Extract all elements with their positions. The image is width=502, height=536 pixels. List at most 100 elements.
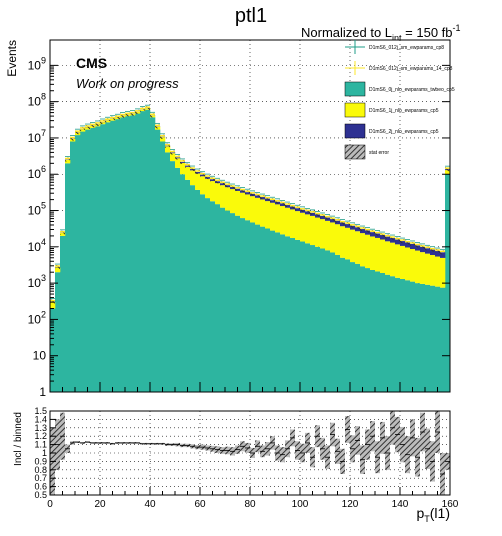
ratio-xtick-label: 0 [47,499,53,510]
bar-1-0 [50,302,56,309]
cms-label: CMS [76,55,107,71]
stat-error-54 [320,213,325,218]
bar-0-46 [280,234,286,392]
bar-2-77 [435,251,441,257]
bar-1-58 [340,226,346,258]
bar-1-36 [230,189,236,214]
stat-error-53 [315,212,320,217]
bar-1-78 [440,257,446,288]
bar-0-28 [190,185,196,392]
bar-0-74 [420,283,426,392]
stat-error-74 [420,244,425,249]
bar-1-51 [305,214,311,244]
bar-1-63 [365,234,371,269]
stat-error-9 [95,121,100,126]
bar-1-47 [285,207,291,237]
bar-0-58 [340,257,346,392]
legend-entry-1: D1mS6_012j_sm_ewparams_14_cp8 [345,61,453,75]
bar-0-3 [65,163,71,392]
stat-error-76 [430,247,435,252]
bar-1-24 [170,153,176,162]
bar-2-74 [420,246,426,253]
bar-1-69 [395,244,401,278]
stat-error-66 [380,233,385,238]
stat-error-18 [140,107,145,112]
legend-label: D1mS6_0j_nlo_ewparams_twbeo_cp5 [369,87,455,93]
bar-2-71 [405,242,411,248]
ratio-xtick-label: 120 [342,499,359,510]
main-ytick-label-exp: 3 [41,273,46,283]
bar-1-50 [300,212,306,242]
bar-2-64 [370,232,376,237]
bar-0-66 [380,273,386,392]
bar-0-2 [60,235,66,392]
bar-0-53 [315,246,321,392]
bar-0-25 [175,167,181,392]
stat-error-0 [50,299,55,304]
stat-error-14 [120,113,125,118]
bar-0-57 [335,254,341,392]
stat-error-70 [400,239,405,244]
bar-1-31 [205,178,211,199]
bar-1-33 [215,183,221,205]
bar-1-1 [55,267,61,273]
ratio-xtick-label: 40 [144,499,156,510]
bar-0-54 [320,248,326,392]
bar-0-42 [260,226,266,392]
legend-label: D1mS6_1j_nlo_ewparams_cp5 [369,108,439,114]
chart-title: ptl1 [235,5,267,27]
stat-error-67 [385,234,390,239]
ratio-x-axis: 0 20 40 60 80 100 120 140 160 [47,487,459,510]
bar-1-3 [65,159,71,164]
ratio-ytick-label: 0.7 [34,473,47,483]
main-ytick-label: 109 [28,55,46,72]
ratio-xtick-label: 60 [194,499,206,510]
bar-0-21 [155,129,161,392]
bar-0-36 [230,213,236,392]
main-ytick-label-exp: 4 [41,237,46,247]
bar-2-63 [365,230,371,235]
bar-2-72 [410,243,416,250]
bar-0-37 [235,215,241,392]
main-ytick-label-base: 10 [28,276,42,290]
stat-error-30 [200,172,205,177]
ratio-xtick-label: 140 [392,499,409,510]
stat-error-79 [445,167,450,172]
bar-0-73 [415,283,421,392]
stat-error-63 [365,228,370,233]
bar-2-76 [430,249,436,256]
bar-0-14 [120,117,126,393]
stat-error-75 [425,246,430,251]
bar-1-79 [445,170,451,175]
bar-0-1 [55,272,61,392]
ratio-xtick-label: 100 [292,499,309,510]
bar-0-39 [245,220,251,392]
main-ytick-label: 10 [33,349,47,363]
main-ytick-label: 105 [28,201,46,218]
bar-1-29 [195,173,201,190]
stat-error-20 [150,113,155,118]
stat-error-7 [85,125,90,130]
bar-1-54 [320,219,326,249]
bar-2-67 [385,236,391,242]
legend-entry-0: D1mS6_012j_sm_ewparams_cp8 [345,40,444,54]
bar-0-60 [350,262,356,392]
bar-0-68 [390,276,396,392]
stat-error-34 [220,181,225,186]
bar-0-8 [90,127,96,392]
main-ytick-label-exp: 6 [41,164,46,174]
stat-error-19 [145,106,150,111]
bar-0-22 [160,141,166,392]
bar-0-77 [435,286,441,392]
legend-label: D1mS6_2j_nlo_ewparams_cp5 [369,129,439,135]
bar-1-77 [435,256,441,287]
stat-error-16 [130,111,135,116]
lumi-label: Normalized to Lint = 150 fb-1 [301,23,461,43]
bar-1-56 [330,222,336,253]
bar-1-48 [290,209,296,239]
stat-error-47 [285,203,290,208]
bar-1-28 [190,170,196,186]
bar-1-60 [350,229,356,263]
bar-2-66 [380,235,386,240]
